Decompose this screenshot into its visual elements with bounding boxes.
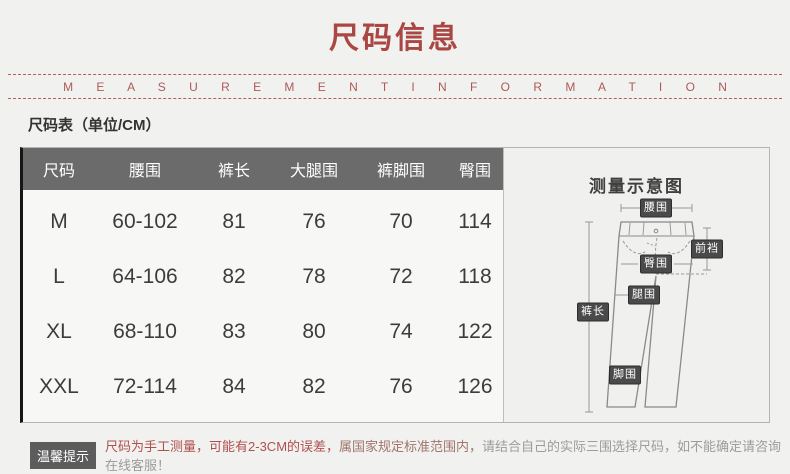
table-row: L 64-106 82 78 72 118	[23, 249, 503, 304]
col-header-size: 尺码	[42, 163, 75, 180]
size-table: 尺码 腰围 裤长 大腿围 裤脚围 臀围 M 60-102 81 76 70 11…	[23, 148, 503, 422]
tip-text-brown: 属国家规定标准范围内，	[339, 439, 483, 454]
cell-pant-length: 84	[222, 374, 246, 398]
cell-size: L	[53, 264, 65, 288]
cell-size: XXL	[39, 374, 79, 398]
table-row: M 60-102 81 76 70 114	[23, 194, 503, 249]
cell-leg-opening: 76	[389, 374, 413, 398]
tip-text-red: 尺码为手工测量，可能有2-3CM的误差，	[105, 439, 340, 454]
size-chart-panel: 尺码 腰围 裤长 大腿围 裤脚围 臀围 M 60-102 81 76 70 11…	[20, 147, 770, 423]
cell-waist: 68-110	[113, 319, 177, 343]
cell-waist: 64-106	[112, 264, 178, 288]
cell-waist: 60-102	[112, 209, 178, 233]
col-header-hip: 臀围	[458, 163, 491, 180]
measurement-diagram: 测量示意图	[503, 148, 769, 422]
diagram-label-length: 裤长	[577, 302, 609, 322]
cell-pant-length: 82	[222, 264, 246, 288]
diagram-label-front-rise: 前裆	[691, 239, 723, 259]
cell-hip: 126	[457, 374, 493, 398]
warm-tip: 温馨提示 尺码为手工测量，可能有2-3CM的误差，属国家规定标准范围内，请结合自…	[30, 436, 790, 474]
dashed-divider-top	[8, 74, 782, 75]
cell-size: XL	[46, 319, 72, 343]
col-header-waist: 腰围	[128, 163, 161, 180]
cell-leg-opening: 72	[389, 264, 413, 288]
table-row: XXL 72-114 84 82 76 126	[23, 359, 503, 414]
cell-leg-opening: 70	[389, 209, 413, 233]
table-row: XL 68-110 83 80 74 122	[23, 304, 503, 359]
page-title: 尺码信息	[329, 22, 461, 55]
cell-thigh: 82	[302, 374, 326, 398]
diagram-label-hem: 脚围	[609, 365, 641, 385]
warm-tip-text: 尺码为手工测量，可能有2-3CM的误差，属国家规定标准范围内，请结合自己的实际三…	[105, 436, 790, 474]
cell-waist: 72-114	[113, 374, 177, 398]
size-chart-unit-label: 尺码表（单位/CM）	[28, 117, 161, 134]
cell-thigh: 78	[302, 264, 326, 288]
cell-pant-length: 83	[222, 319, 246, 343]
diagram-label-thigh: 腿围	[628, 285, 660, 305]
cell-thigh: 80	[302, 319, 326, 343]
page-subtitle: M E A S U R E M E N T I N F O R M A T I …	[63, 80, 737, 94]
col-header-leg-opening: 裤脚围	[376, 163, 425, 180]
diagram-label-hip: 臀围	[640, 254, 672, 274]
col-header-thigh: 大腿围	[289, 163, 338, 180]
size-table-header-row: 尺码 腰围 裤长 大腿围 裤脚围 臀围	[23, 148, 503, 190]
cell-hip: 122	[457, 319, 493, 343]
dashed-divider-bottom	[8, 98, 782, 99]
cell-pant-length: 81	[222, 209, 246, 233]
size-table-body: M 60-102 81 76 70 114 L 64-106 82 78 72 …	[23, 190, 503, 422]
col-header-pant-length: 裤长	[217, 163, 250, 180]
cell-thigh: 76	[302, 209, 326, 233]
diagram-title: 测量示意图	[589, 177, 684, 196]
cell-size: M	[50, 209, 68, 233]
cell-leg-opening: 74	[389, 319, 413, 343]
cell-hip: 118	[458, 264, 492, 288]
diagram-label-waist: 腰围	[640, 198, 672, 218]
warm-tip-badge: 温馨提示	[30, 441, 97, 469]
cell-hip: 114	[458, 209, 492, 233]
